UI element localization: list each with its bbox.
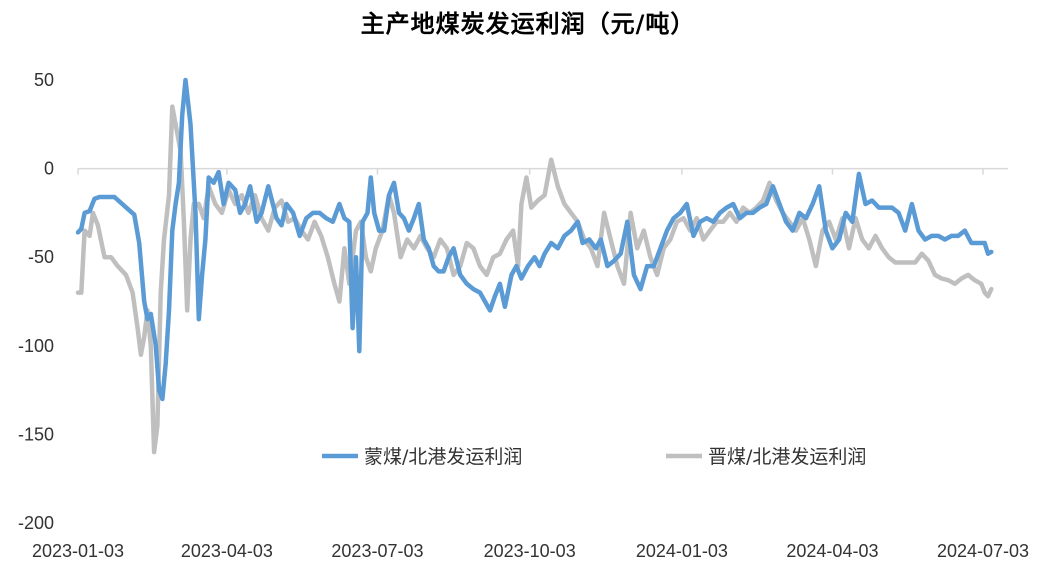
legend-label-0: 蒙煤/北港发运利润: [364, 446, 522, 468]
y-tick-label: -50: [28, 247, 54, 267]
y-tick-label: -100: [18, 336, 54, 356]
x-tick-label: 2024-07-03: [937, 541, 1029, 561]
y-axis-ticks: 50 0 -50 -100 -150 -200: [18, 70, 54, 533]
y-tick-label: 0: [44, 159, 54, 179]
x-tick-label: 2023-01-03: [32, 541, 124, 561]
x-tick-label: 2024-04-03: [786, 541, 878, 561]
series-line-1: [75, 104, 994, 455]
series-line-0: [75, 77, 994, 402]
x-tick-label: 2023-04-03: [181, 541, 273, 561]
y-tick-label: 50: [34, 70, 54, 90]
x-axis-ticks: 2023-01-03 2023-04-03 2023-07-03 2023-10-03…: [32, 168, 1029, 561]
legend: 蒙煤/北港发运利润 晋煤/北港发运利润: [322, 446, 866, 468]
y-tick-label: -150: [18, 424, 54, 444]
x-tick-label: 2023-10-03: [484, 541, 576, 561]
legend-label-1: 晋煤/北港发运利润: [708, 446, 866, 468]
chart-title: 主产地煤炭发运利润（元/吨）: [360, 10, 696, 38]
series-lines: [75, 77, 994, 455]
y-tick-label: -200: [18, 513, 54, 533]
x-tick-label: 2024-01-03: [636, 541, 728, 561]
x-tick-label: 2023-07-03: [331, 541, 423, 561]
